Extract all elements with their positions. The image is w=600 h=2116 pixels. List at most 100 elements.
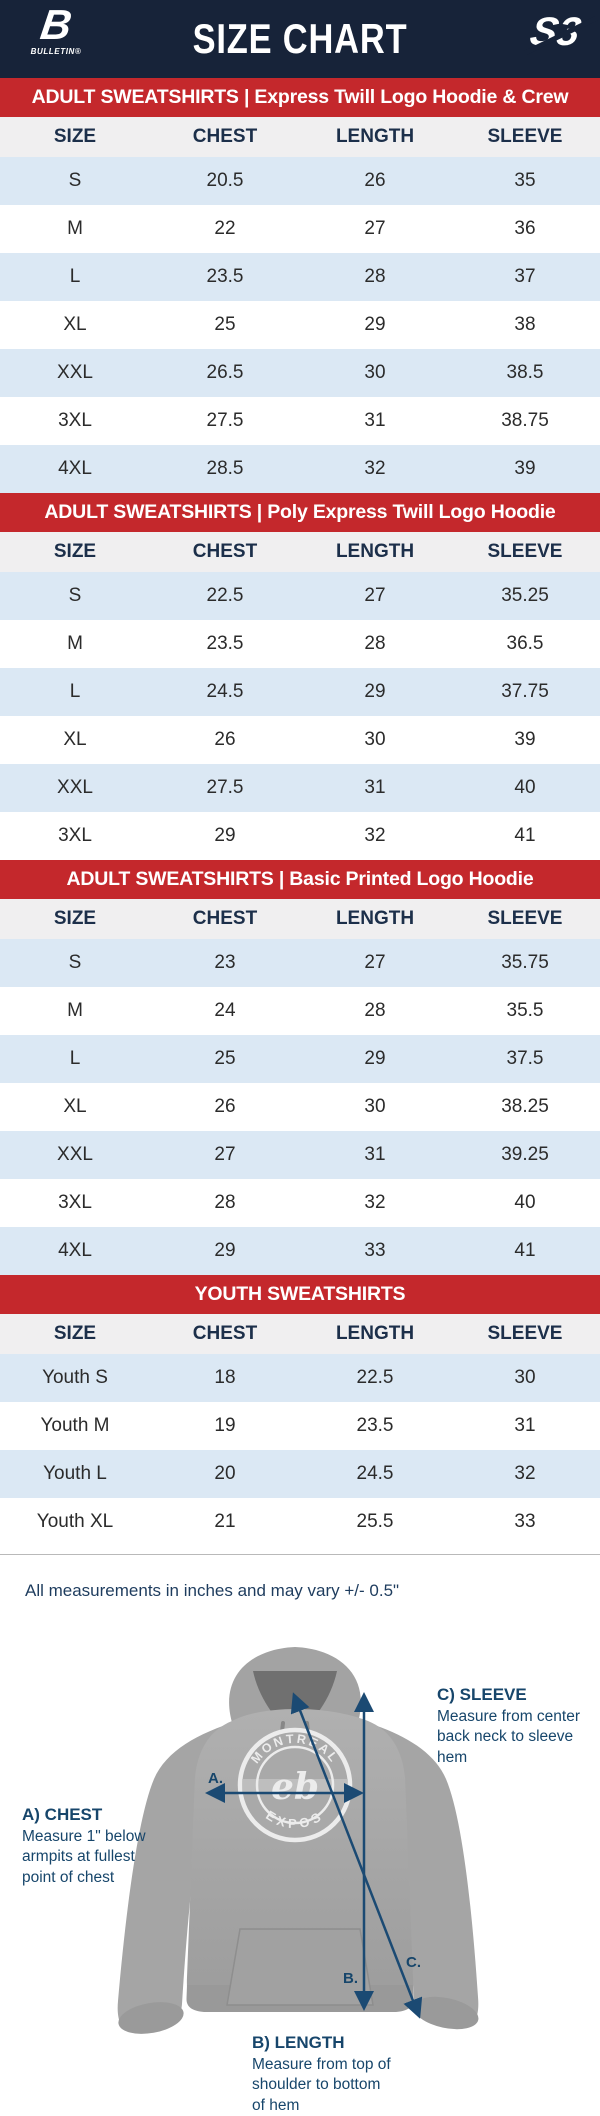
measurement-cell: 38.75 (501, 410, 549, 431)
measurement-cell: 39 (514, 729, 536, 750)
measurement-cell: 28.5 (206, 458, 244, 479)
measurement-cell: 33 (514, 1511, 536, 1532)
measurement-cell: 27 (364, 585, 386, 606)
table-row: XXL 27.5 31 40 (0, 764, 600, 812)
measurement-cell: 25.5 (356, 1511, 394, 1532)
measurement-cell: 25 (214, 314, 236, 335)
table-row: 3XL 28 32 40 (0, 1179, 600, 1227)
measurement-cell: 20 (214, 1463, 236, 1484)
bulletin-b-icon: B (37, 1, 75, 48)
table-row: XL 26 30 39 (0, 716, 600, 764)
measurement-cell: 21 (214, 1511, 236, 1532)
title-bar: B BULLETIN® SIZE CHART S3 (0, 0, 600, 78)
measurement-cell: 22.5 (356, 1367, 394, 1388)
measurement-cell: 38.5 (506, 362, 544, 383)
measurement-cell: 36.5 (506, 633, 544, 654)
measurement-cell: 27 (364, 218, 386, 239)
measurement-cell: 19 (214, 1415, 236, 1436)
column-header: CHEST (150, 117, 300, 157)
table-row: XL 25 29 38 (0, 301, 600, 349)
section-banner: ADULT SWEATSHIRTS | Express Twill Logo H… (0, 78, 600, 117)
column-header: CHEST (150, 532, 300, 572)
column-header: LENGTH (300, 117, 450, 157)
size-cell: Youth XL (36, 1511, 114, 1532)
measurement-cell: 28 (364, 1000, 386, 1021)
header-row: SIZE CHEST LENGTH SLEEVE (0, 117, 600, 157)
measurement-cell: 24.5 (356, 1463, 394, 1484)
measurement-cell: 24.5 (206, 681, 244, 702)
measurement-cell: 22.5 (206, 585, 244, 606)
measurement-cell: 32 (364, 825, 386, 846)
column-header: CHEST (150, 899, 300, 939)
measurement-cell: 29 (364, 681, 386, 702)
measurement-cell: 24 (214, 1000, 236, 1021)
measurement-cell: 35.75 (501, 952, 549, 973)
table-row: Youth S 18 22.5 30 (0, 1354, 600, 1402)
measurement-cell: 38.25 (501, 1096, 549, 1117)
bulletin-wordmark: BULLETIN® (30, 47, 82, 56)
size-table: SIZE CHEST LENGTH SLEEVE Youth S 18 22.5 30 Yout… (0, 1314, 600, 1546)
measurement-cell: 37.5 (506, 1048, 544, 1069)
measurement-cell: 39.25 (501, 1144, 549, 1165)
measurement-cell: 29 (364, 1048, 386, 1069)
size-cell: XXL (57, 777, 93, 798)
column-header: SIZE (0, 117, 150, 157)
measurement-cell: 18 (214, 1367, 236, 1388)
sleeve-description: Measure from center back neck to sleeve … (437, 1708, 580, 1766)
header-row: SIZE CHEST LENGTH SLEEVE (0, 899, 600, 939)
size-cell: S (68, 585, 82, 606)
table-row: Youth XL 21 25.5 33 (0, 1498, 600, 1546)
section-banner: YOUTH SWEATSHIRTS (0, 1275, 600, 1314)
size-cell: 3XL (58, 1192, 92, 1213)
marker-c: C. (406, 1954, 421, 1971)
marker-a: A. (208, 1770, 223, 1787)
table-row: M 24 28 35.5 (0, 987, 600, 1035)
size-cell: L (69, 681, 81, 702)
measurement-cell: 32 (364, 458, 386, 479)
table-row: 3XL 27.5 31 38.75 (0, 397, 600, 445)
table-row: 3XL 29 32 41 (0, 812, 600, 860)
sleeve-annotation: C) SLEEVE Measure from center back neck … (437, 1685, 600, 1768)
length-annotation: B) LENGTH Measure from top of shoulder t… (252, 2033, 392, 2116)
size-tables: ADULT SWEATSHIRTS | Express Twill Logo H… (0, 78, 600, 1546)
measurement-cell: 30 (514, 1367, 536, 1388)
measurement-cell: 38 (514, 314, 536, 335)
measurement-cell: 36 (514, 218, 536, 239)
measurement-cell: 40 (514, 777, 536, 798)
size-cell: XXL (57, 362, 93, 383)
table-row: L 23.5 28 37 (0, 253, 600, 301)
measurement-diagram: MONTREAL EXPOS eb A. B. C. C) SLEEVE Mea… (0, 1609, 600, 2114)
size-cell: Youth M (40, 1415, 110, 1436)
measurement-cell: 30 (364, 1096, 386, 1117)
size-cell: L (69, 1048, 81, 1069)
size-cell: M (67, 633, 83, 654)
bulletin-logo: B BULLETIN® (14, 1, 98, 56)
hoodie-illustration: MONTREAL EXPOS eb A. B. C. (117, 1647, 479, 2034)
section-divider (0, 1554, 600, 1555)
measurement-cell: 31 (364, 1144, 386, 1165)
size-cell: M (67, 218, 83, 239)
size-cell: 3XL (58, 825, 92, 846)
column-header: CHEST (150, 1314, 300, 1354)
measurement-cell: 37 (514, 266, 536, 287)
measurement-cell: 23.5 (206, 266, 244, 287)
table-row: XL 26 30 38.25 (0, 1083, 600, 1131)
measurement-cell: 30 (364, 362, 386, 383)
header-row: SIZE CHEST LENGTH SLEEVE (0, 532, 600, 572)
column-header: LENGTH (300, 899, 450, 939)
table-row: Youth M 19 23.5 31 (0, 1402, 600, 1450)
measurement-cell: 33 (364, 1240, 386, 1261)
table-row: M 22 27 36 (0, 205, 600, 253)
measurement-cell: 28 (364, 633, 386, 654)
size-cell: 4XL (58, 458, 92, 479)
size-cell: S (68, 952, 82, 973)
page-title: SIZE CHART (192, 15, 408, 62)
measurement-cell: 31 (364, 410, 386, 431)
measurement-cell: 23.5 (356, 1415, 394, 1436)
measurement-cell: 39 (514, 458, 536, 479)
table-row: S 20.5 26 35 (0, 157, 600, 205)
s3-logo: S3 (524, 10, 599, 56)
column-header: LENGTH (300, 1314, 450, 1354)
measurement-cell: 20.5 (206, 170, 244, 191)
measurement-cell: 29 (364, 314, 386, 335)
